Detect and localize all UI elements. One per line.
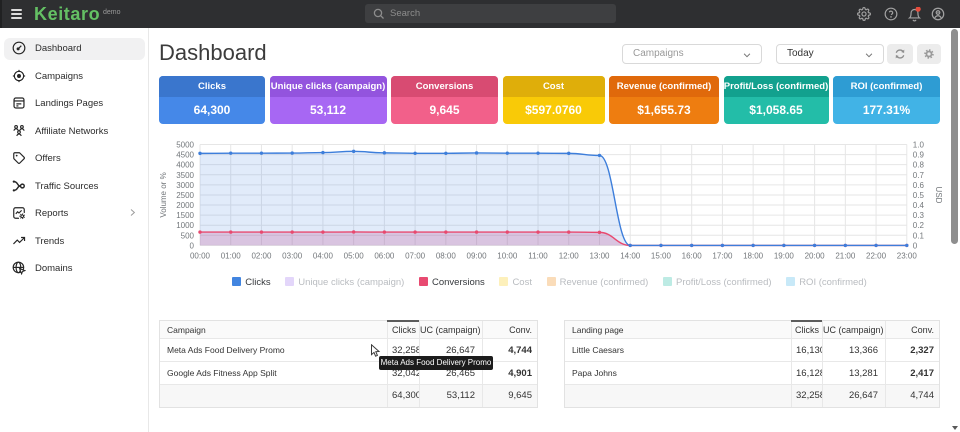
svg-text:08:00: 08:00: [436, 251, 457, 260]
svg-text:21:00: 21:00: [835, 251, 856, 260]
svg-text:Volume or %: Volume or %: [159, 172, 168, 217]
svg-text:20:00: 20:00: [805, 251, 826, 260]
svg-text:11:00: 11:00: [528, 251, 548, 260]
svg-text:12:00: 12:00: [559, 251, 580, 260]
svg-text:3000: 3000: [176, 181, 194, 190]
svg-text:500: 500: [181, 231, 195, 240]
svg-text:02:00: 02:00: [251, 251, 272, 260]
svg-text:16:00: 16:00: [682, 251, 703, 260]
svg-text:USD: USD: [934, 187, 943, 204]
svg-text:00:00: 00:00: [190, 251, 211, 260]
svg-text:0.7: 0.7: [913, 171, 925, 180]
svg-text:4500: 4500: [176, 151, 194, 160]
svg-text:0.9: 0.9: [913, 151, 925, 160]
svg-text:22:00: 22:00: [866, 251, 887, 260]
svg-text:01:00: 01:00: [221, 251, 242, 260]
svg-text:14:00: 14:00: [620, 251, 641, 260]
svg-text:04:00: 04:00: [313, 251, 334, 260]
svg-text:1000: 1000: [176, 221, 194, 230]
svg-text:0.4: 0.4: [913, 201, 925, 210]
svg-text:0.2: 0.2: [913, 221, 925, 230]
svg-text:5000: 5000: [176, 141, 194, 150]
svg-text:17:00: 17:00: [712, 251, 733, 260]
svg-text:06:00: 06:00: [374, 251, 395, 260]
svg-text:1.0: 1.0: [913, 141, 925, 150]
svg-text:3500: 3500: [176, 171, 194, 180]
svg-text:09:00: 09:00: [467, 251, 488, 260]
svg-text:03:00: 03:00: [282, 251, 303, 260]
svg-text:10:00: 10:00: [497, 251, 518, 260]
svg-text:13:00: 13:00: [589, 251, 610, 260]
svg-text:0.6: 0.6: [913, 181, 925, 190]
svg-text:07:00: 07:00: [405, 251, 426, 260]
svg-text:0.3: 0.3: [913, 211, 925, 220]
svg-text:23:00: 23:00: [897, 251, 918, 260]
svg-text:0.8: 0.8: [913, 161, 925, 170]
svg-text:2500: 2500: [176, 191, 194, 200]
svg-text:15:00: 15:00: [651, 251, 672, 260]
svg-text:1500: 1500: [176, 211, 194, 220]
svg-text:05:00: 05:00: [344, 251, 365, 260]
svg-text:4000: 4000: [176, 161, 194, 170]
svg-text:0.1: 0.1: [913, 231, 925, 240]
svg-text:19:00: 19:00: [774, 251, 795, 260]
svg-text:0: 0: [913, 241, 918, 250]
svg-text:0: 0: [190, 241, 195, 250]
svg-text:2000: 2000: [176, 201, 194, 210]
svg-text:18:00: 18:00: [743, 251, 764, 260]
svg-text:0.5: 0.5: [913, 191, 925, 200]
